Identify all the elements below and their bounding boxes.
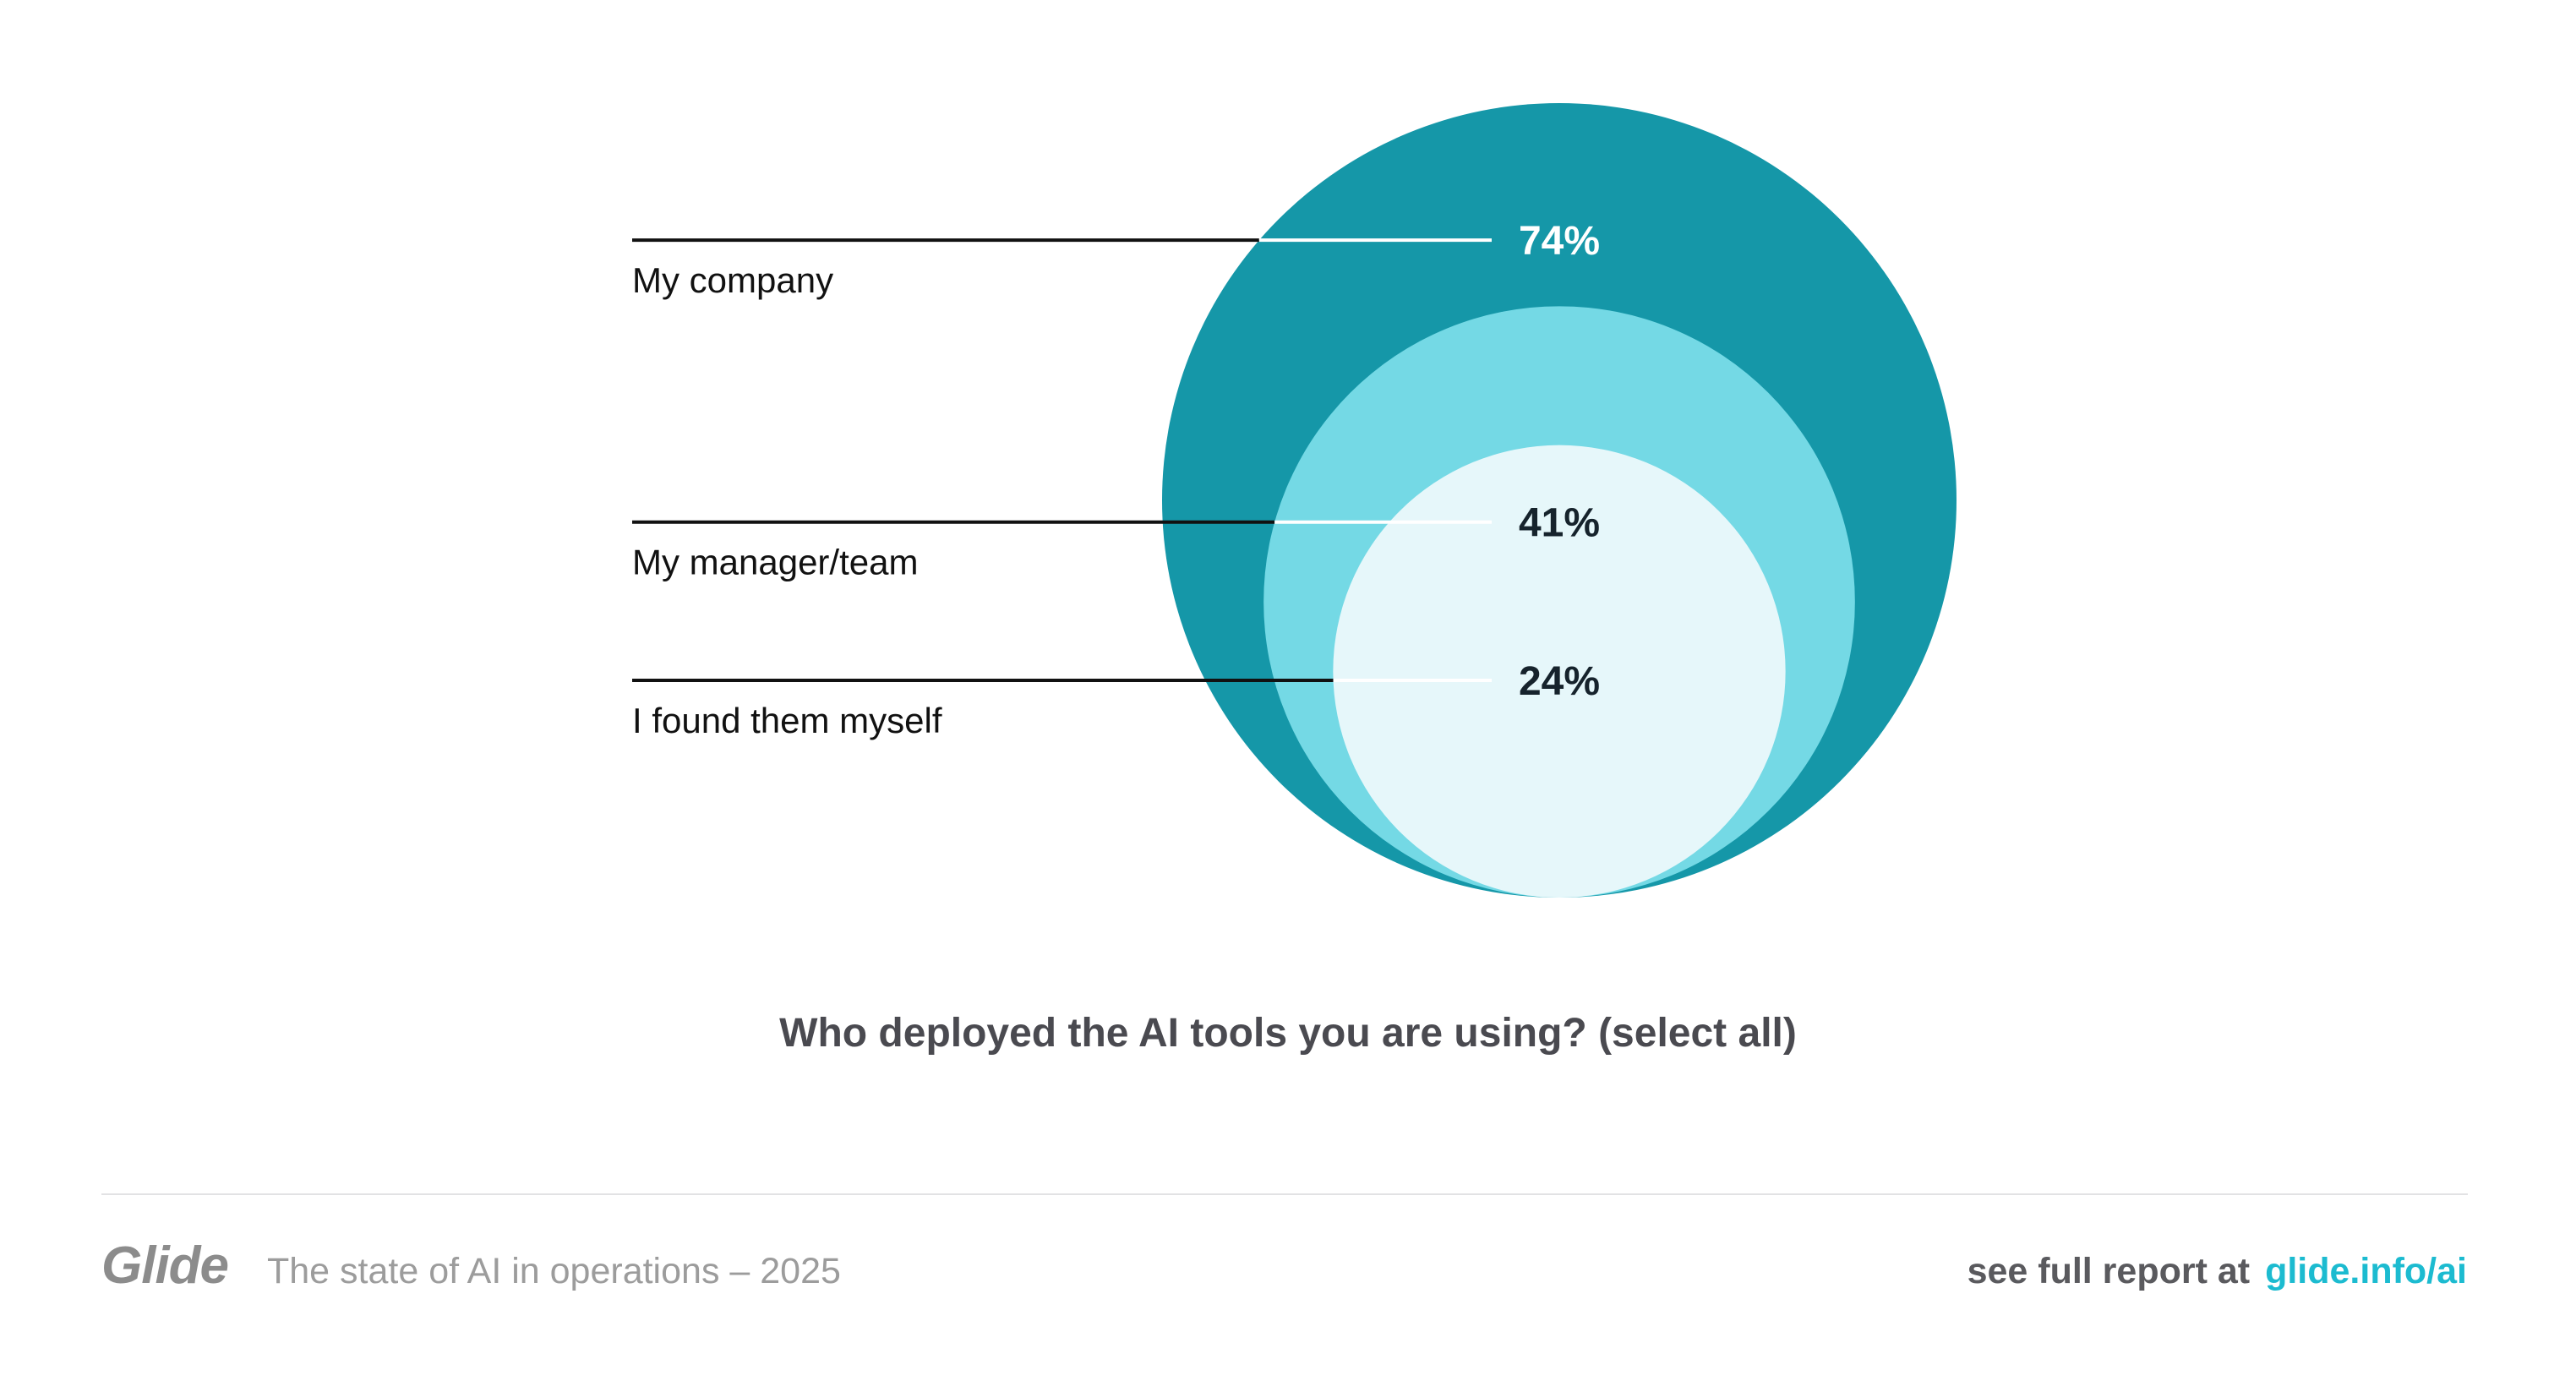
- footer-divider: [101, 1193, 2468, 1195]
- report-title: The state of AI in operations – 2025: [267, 1251, 841, 1291]
- report-link[interactable]: glide.info/ai: [2265, 1251, 2467, 1291]
- chart-title: Who deployed the AI tools you are using?…: [779, 1011, 1797, 1056]
- bubble-chart: My company 74% My manager/team 41% I found t…: [632, 103, 1957, 898]
- value-label-2: 41%: [1519, 501, 1600, 546]
- report-cta: see full report at glide.info/ai: [1967, 1251, 2467, 1292]
- cta-label: see full report at: [1967, 1251, 2251, 1291]
- value-label-3: 24%: [1519, 659, 1600, 704]
- category-label-2: My manager/team: [632, 543, 918, 582]
- category-label-3: I found them myself: [632, 701, 942, 740]
- value-label-1: 74%: [1519, 219, 1600, 264]
- bubble-3: [1333, 445, 1786, 898]
- glide-logo: Glide: [101, 1236, 229, 1295]
- category-label-1: My company: [632, 260, 833, 300]
